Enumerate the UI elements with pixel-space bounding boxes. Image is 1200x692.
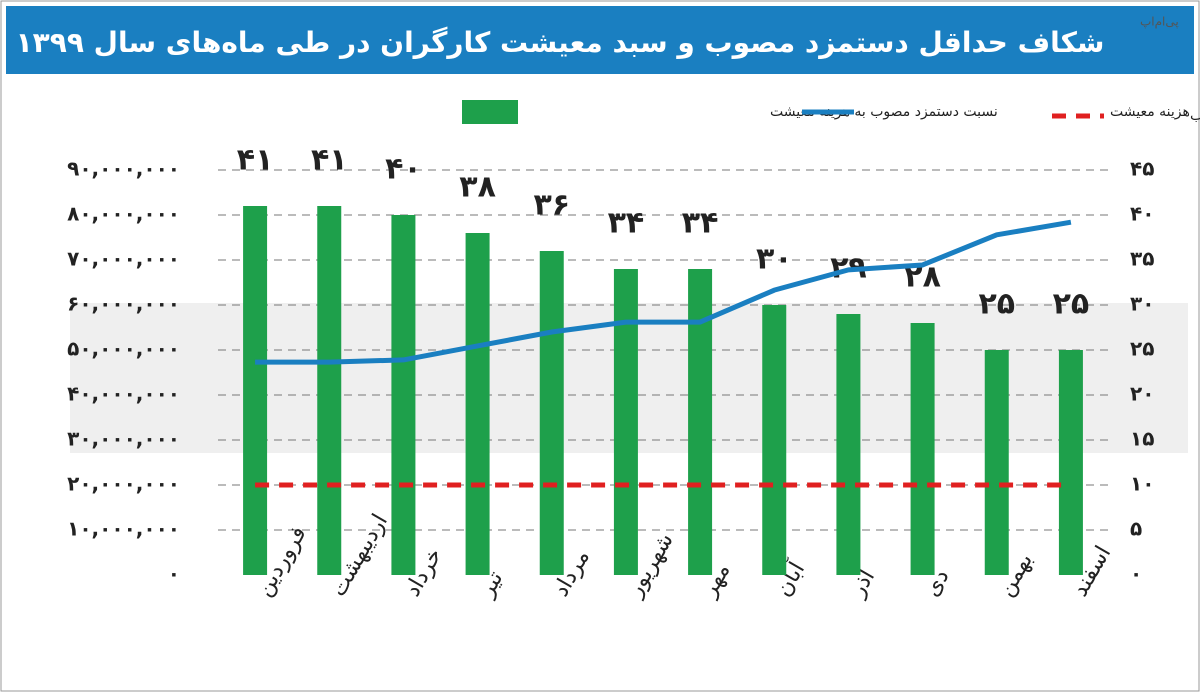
y2-tick-label: ۱۰ <box>1130 472 1154 496</box>
value-label: ۴۱ <box>311 143 348 178</box>
line <box>255 219 1072 365</box>
y-tick-label: ۴۰,۰۰۰,۰۰۰ <box>67 382 180 406</box>
bar <box>317 206 342 575</box>
bar <box>539 251 564 575</box>
value-label: ۳۶ <box>533 188 570 223</box>
bar <box>984 350 1009 575</box>
value-label: ۴۱ <box>237 143 274 178</box>
y-tick-label: ۱۰,۰۰۰,۰۰۰ <box>67 517 180 541</box>
y2-tick-label: ۳۰ <box>1130 292 1154 316</box>
y2-tick-label: ۲۵ <box>1130 337 1154 361</box>
bar <box>243 206 268 575</box>
value-label: ۲۵ <box>978 287 1015 322</box>
y2-tick-label: ۰ <box>1130 562 1142 586</box>
legend-swatch <box>462 100 518 124</box>
bar <box>688 269 713 575</box>
y2-tick-label: ۴۵ <box>1130 157 1154 181</box>
legend-label: هزینه معیشت <box>1110 104 1190 120</box>
bar <box>391 215 416 575</box>
value-label: ۳۰ <box>756 242 793 277</box>
y-tick-label: ۶۰,۰۰۰,۰۰۰ <box>67 292 180 316</box>
y2-tick-label: ۲۰ <box>1130 382 1154 406</box>
header <box>6 6 1194 74</box>
y-tick-label: ۵۰,۰۰۰,۰۰۰ <box>67 337 180 361</box>
value-label: ۳۴ <box>608 206 645 241</box>
value-label: ۳۴ <box>682 206 719 241</box>
bar <box>836 314 861 575</box>
y2-tick-label: ۳۵ <box>1130 247 1154 271</box>
legend: نسبت دستمزد مصوب به هزینه معیشت هزینه معی… <box>462 100 1200 124</box>
y-tick-label: ۷۰,۰۰۰,۰۰۰ <box>67 247 180 271</box>
bar <box>762 305 787 575</box>
y2-tick-label: ۴۰ <box>1130 202 1154 226</box>
legend-label: دستمزد مصوب <box>1190 108 1200 124</box>
bar <box>910 323 935 575</box>
y2-tick-label: ۱۵ <box>1130 427 1154 451</box>
value-label: ۴۰ <box>385 152 422 187</box>
y-tick-label: ۸۰,۰۰۰,۰۰۰ <box>67 202 180 226</box>
bar <box>613 269 638 575</box>
y-tick-label: ۹۰,۰۰۰,۰۰۰ <box>67 157 180 181</box>
y-tick-label: ۲۰,۰۰۰,۰۰۰ <box>67 472 180 496</box>
value-label: ۳۸ <box>459 170 496 205</box>
logo-text: پی‌ام‌اپ <box>1140 15 1179 29</box>
legend-label: نسبت دستمزد مصوب به هزینه معیشت <box>770 104 998 120</box>
chart-title: شکاف حداقل دستمزد مصوب و سبد معیشت کارگر… <box>16 26 1105 59</box>
y2-tick-label: ۵ <box>1130 517 1142 541</box>
bar <box>1058 350 1083 575</box>
value-label: ۲۵ <box>1053 287 1090 322</box>
y-tick-label: ۳۰,۰۰۰,۰۰۰ <box>67 427 180 451</box>
y-tick-label: ۰ <box>168 562 180 586</box>
bar <box>465 233 490 575</box>
